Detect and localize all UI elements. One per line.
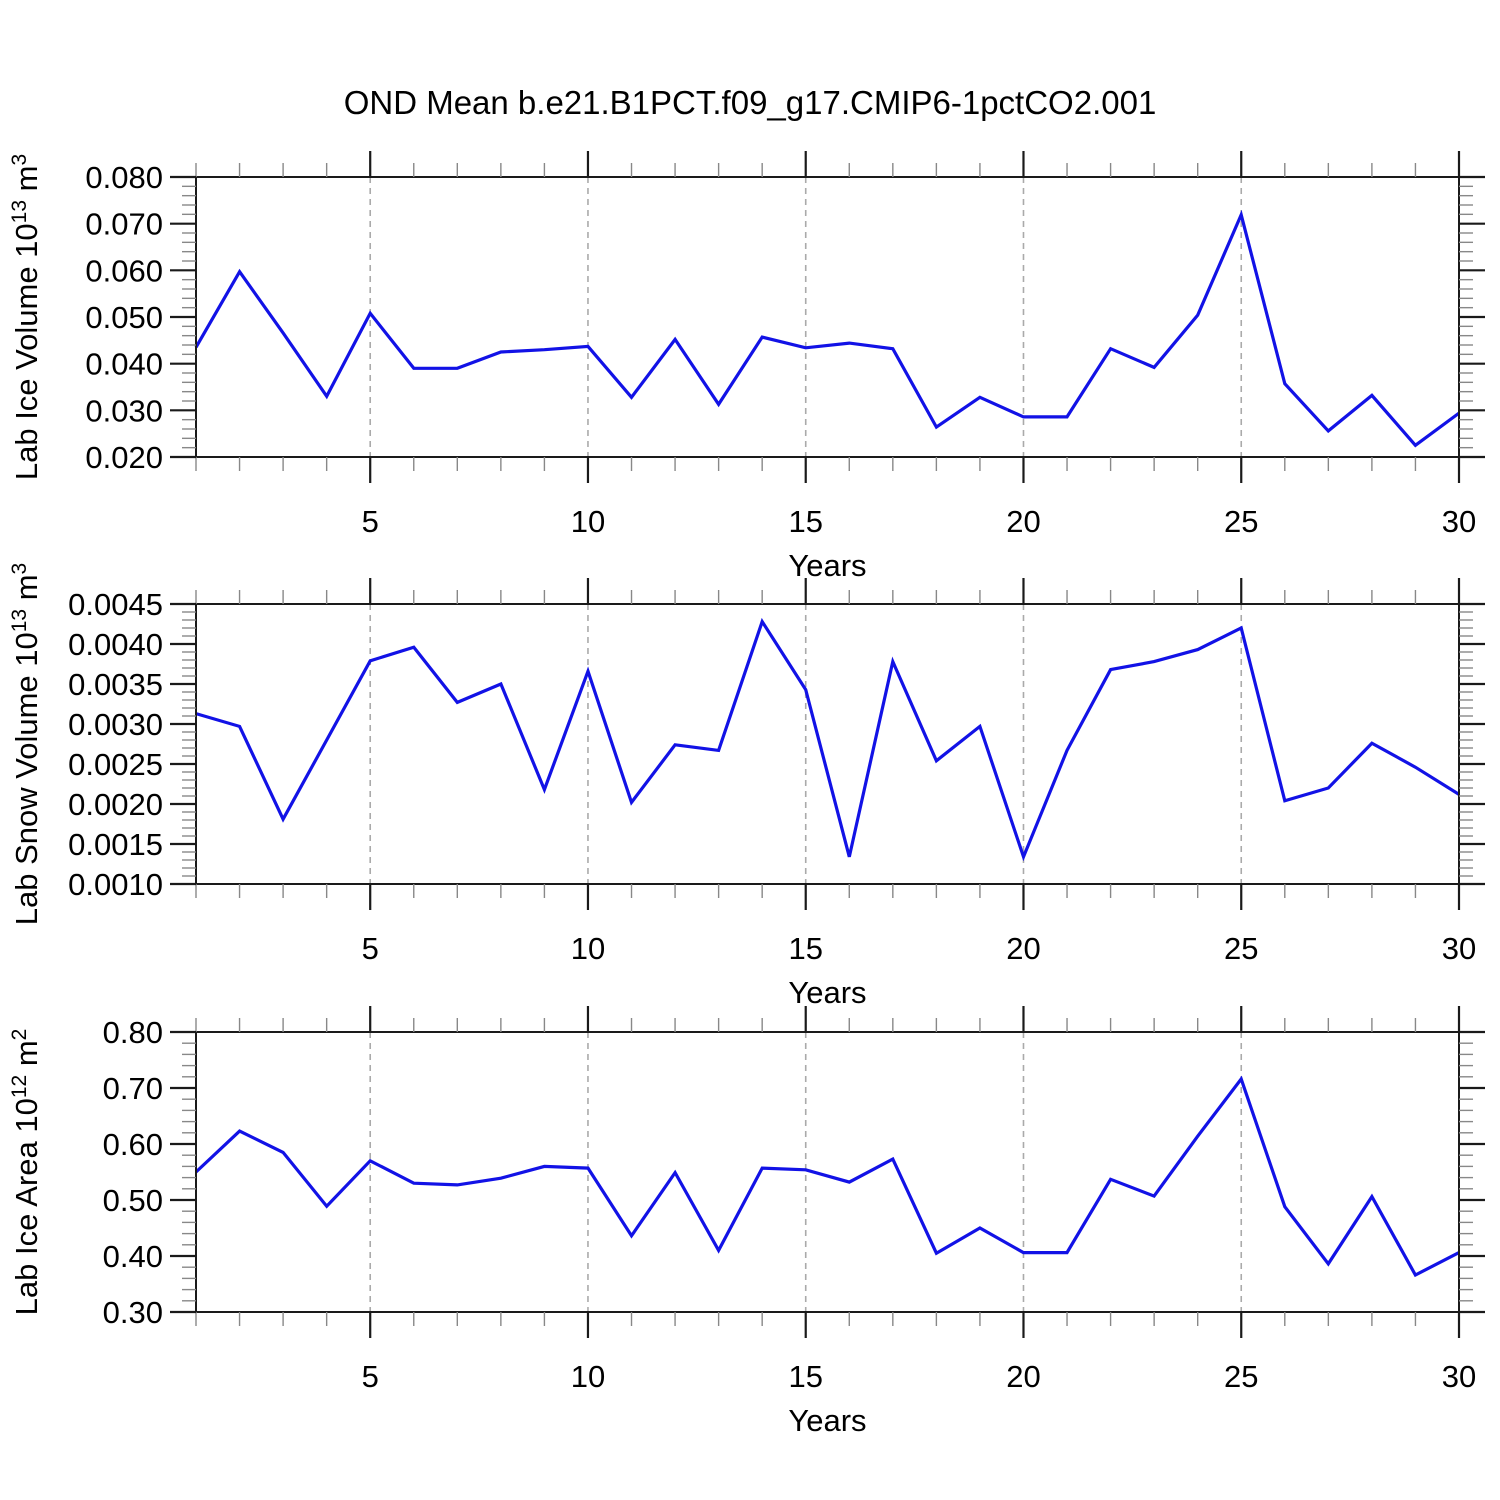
y-tick-label: 0.0020 xyxy=(68,787,163,822)
y-tick-label: 0.070 xyxy=(85,207,163,242)
x-axis-title: Years xyxy=(788,1403,866,1438)
x-tick-label: 30 xyxy=(1442,1359,1476,1394)
x-tick-label: 5 xyxy=(362,504,379,539)
panel-3-series-line xyxy=(194,1075,1460,1278)
x-tick-label: 10 xyxy=(571,931,605,966)
x-tick-label: 10 xyxy=(571,504,605,539)
panel-2: 0.0010 0.0015 0.0020 0.0025 0.0030 0.0035 0.00… xyxy=(8,563,1485,1010)
y-tick-label: 0.80 xyxy=(103,1015,163,1050)
panel-2-series-line xyxy=(195,617,1460,862)
panel-3-axis-box xyxy=(195,1031,1460,1313)
y-tick-label: 0.0010 xyxy=(68,867,163,902)
y-tick-label: 0.040 xyxy=(85,347,163,382)
x-axis-title: Years xyxy=(788,975,866,1010)
x-tick-label: 15 xyxy=(788,931,822,966)
y-tick-label: 0.40 xyxy=(103,1239,163,1274)
x-tick-label: 10 xyxy=(571,1359,605,1394)
panel-2-y-axis-title: Lab Snow Volume 1013 m3 xyxy=(8,563,44,925)
panel-1-series-line xyxy=(194,209,1460,448)
y-tick-label: 0.0045 xyxy=(68,587,163,622)
y-tick-label: 0.60 xyxy=(103,1127,163,1162)
x-tick-label: 25 xyxy=(1224,504,1258,539)
y-tick-label: 0.0040 xyxy=(68,627,163,662)
y-tick-label: 0.030 xyxy=(85,393,163,428)
panel-3-y-axis-title: Lab Ice Area 1012 m2 xyxy=(8,1029,44,1316)
chart-title: OND Mean b.e21.B1PCT.f09_g17.CMIP6-1pctC… xyxy=(344,84,1157,121)
y-tick-label: 0.0025 xyxy=(68,747,163,782)
x-tick-label: 5 xyxy=(362,931,379,966)
x-tick-label: 20 xyxy=(1006,931,1040,966)
panel-1-y-axis-title: Lab Ice Volume 1013 m3 xyxy=(8,154,44,480)
panel-2-axis-box xyxy=(195,603,1460,885)
y-tick-label: 0.70 xyxy=(103,1071,163,1106)
y-tick-label: 0.050 xyxy=(85,300,163,335)
y-tick-label: 0.020 xyxy=(85,440,163,475)
x-tick-label: 25 xyxy=(1224,931,1258,966)
x-tick-label: 15 xyxy=(788,504,822,539)
y-tick-label: 0.0015 xyxy=(68,827,163,862)
y-tick-label: 0.0035 xyxy=(68,667,163,702)
x-tick-label: 30 xyxy=(1442,504,1476,539)
x-tick-label: 15 xyxy=(788,1359,822,1394)
y-tick-label: 0.080 xyxy=(85,160,163,195)
x-tick-label: 20 xyxy=(1006,504,1040,539)
panel-3: 0.30 0.40 0.50 0.60 0.70 0.80 5 10 15 20 25 30 Years… xyxy=(8,1006,1485,1438)
x-axis-title: Years xyxy=(788,548,866,583)
y-tick-label: 0.50 xyxy=(103,1183,163,1218)
panel-1: 0.020 0.030 0.040 0.050 0.060 0.070 0.080 5 10 15… xyxy=(8,151,1485,583)
y-tick-label: 0.0030 xyxy=(68,707,163,742)
x-tick-label: 30 xyxy=(1442,931,1476,966)
y-tick-label: 0.30 xyxy=(103,1295,163,1330)
panel-1-axis-box xyxy=(195,176,1460,458)
y-tick-label: 0.060 xyxy=(85,253,163,288)
x-tick-label: 25 xyxy=(1224,1359,1258,1394)
x-tick-label: 20 xyxy=(1006,1359,1040,1394)
x-tick-label: 5 xyxy=(362,1359,379,1394)
